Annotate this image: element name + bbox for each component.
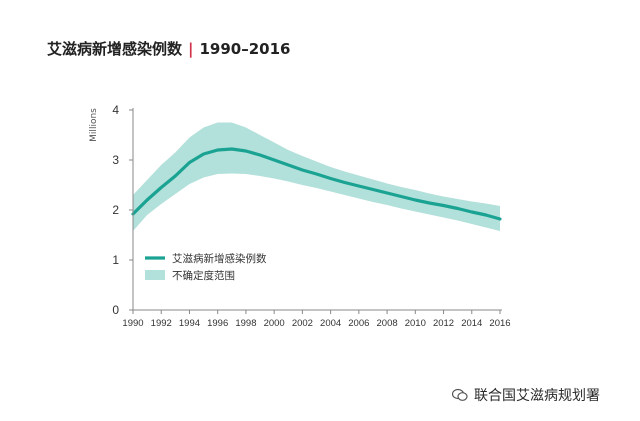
y-tick-label: 4 [112,103,119,117]
x-tick-label: 2002 [292,318,313,329]
x-tick-label: 2008 [377,318,398,329]
wechat-icon [452,388,468,401]
title-text: 艾滋病新增感染例数 [47,40,183,58]
data-point [386,192,388,194]
data-point [456,207,459,210]
x-tick-label: 2010 [405,318,426,329]
title-period: 1990–2016 [199,40,291,58]
data-point [414,199,417,201]
y-tick-label: 2 [112,203,119,217]
x-tick-label: 2006 [348,318,369,329]
legend-label-band: 不确定度范围 [172,269,235,282]
uncertainty-band-layer [133,122,500,231]
data-point [287,164,290,166]
x-tick-label: 2014 [461,318,482,329]
axes: 0 1 2 3 4 1990 1992 1994 1996 1998 2000 2002 2004 200… [89,103,511,329]
data-point [245,150,247,152]
y-tick-label: 3 [112,153,119,167]
y-tick-label: 0 [112,303,119,317]
data-point [485,214,487,216]
data-point [471,211,473,213]
y-axis-label: Millions [89,108,99,142]
title-separator: | [188,40,194,58]
watermark: 联合国艾滋病规划署 [452,385,600,405]
data-point [188,161,191,164]
data-point [428,202,431,204]
data-point [174,175,177,177]
data-point [160,186,162,189]
x-tick-label: 2004 [320,318,341,329]
data-point [442,204,445,207]
legend-band-swatch [145,270,165,280]
x-tick-label: 2000 [264,318,285,329]
uncertainty-band [133,122,500,231]
y-tick-label: 1 [112,253,119,267]
data-point [301,169,304,171]
data-point [146,199,148,201]
x-tick-label: 1996 [207,318,228,329]
data-point [329,177,332,180]
data-point [216,149,219,151]
x-tick-label: 2012 [433,318,454,329]
data-point [499,218,501,220]
legend-label-line: 艾滋病新增感染例数 [172,252,267,265]
data-point [259,154,261,156]
data-point [273,159,276,161]
x-tick-label: 1998 [235,318,256,329]
data-point [372,188,374,191]
data-point [202,153,205,155]
x-tick-label: 1992 [151,318,172,329]
x-tick-label: 1990 [122,318,143,329]
data-point [358,185,360,187]
data-point [315,173,318,175]
chart-title: 艾滋病新增感染例数 | 1990–2016 [47,38,291,59]
x-tick-label: 2016 [489,318,510,329]
x-tick-label: 1994 [179,318,200,329]
watermark-text: 联合国艾滋病规划署 [474,388,600,404]
data-point [400,195,403,198]
data-point [343,181,346,184]
data-point [231,148,233,150]
